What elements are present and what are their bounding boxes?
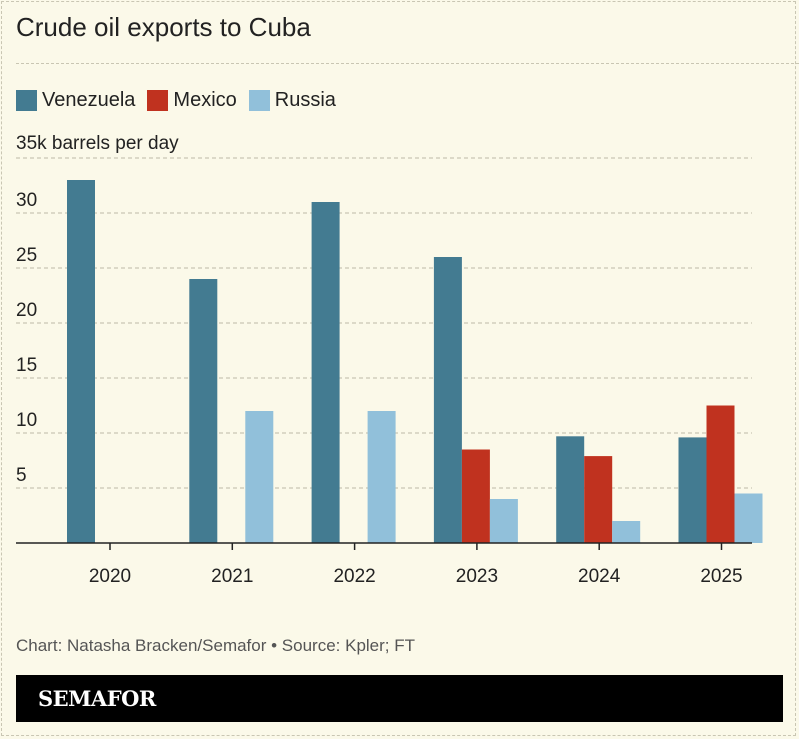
bar-mexico-2024 xyxy=(584,456,613,543)
legend-item-venezuela: Venezuela xyxy=(16,89,135,112)
x-tick-label: 2021 xyxy=(211,566,253,587)
chart-title: Crude oil exports to Cuba xyxy=(16,12,311,42)
x-tick-label: 2025 xyxy=(700,566,742,587)
bar-venezuela-2021 xyxy=(189,279,218,543)
bar-mexico-2025 xyxy=(706,405,735,543)
y-tick-label: 20 xyxy=(16,300,37,321)
y-tick-label: 15 xyxy=(16,355,37,376)
legend-swatch xyxy=(16,90,37,111)
bar-venezuela-2023 xyxy=(433,257,462,543)
brand-logo: SEMAFOR xyxy=(38,686,156,711)
brand-bar: SEMAFOR xyxy=(16,675,783,722)
x-tick-label: 2020 xyxy=(89,566,131,587)
bar-russia-2025 xyxy=(734,493,763,543)
x-tick-label: 2022 xyxy=(333,566,375,587)
divider xyxy=(16,63,799,64)
legend-item-russia: Russia xyxy=(248,89,336,112)
legend: Venezuela Mexico Russia xyxy=(16,89,348,112)
legend-label: Venezuela xyxy=(42,89,136,111)
y-tick-label: 25 xyxy=(16,245,37,266)
bar-russia-2021 xyxy=(245,411,274,543)
legend-label: Russia xyxy=(274,89,336,111)
y-tick-label: 5 xyxy=(16,465,27,486)
bar-venezuela-2025 xyxy=(678,437,707,543)
bar-venezuela-2024 xyxy=(556,436,585,543)
bar-russia-2023 xyxy=(489,499,518,543)
y-axis-label: 35k barrels per day xyxy=(16,133,179,154)
legend-swatch xyxy=(147,90,169,111)
bar-mexico-2023 xyxy=(461,449,490,543)
bar-venezuela-2022 xyxy=(311,202,340,543)
bar-russia-2024 xyxy=(612,521,641,543)
bar-venezuela-2020 xyxy=(67,180,95,543)
x-tick-label: 2024 xyxy=(578,566,621,587)
bar-russia-2022 xyxy=(367,411,396,543)
legend-swatch xyxy=(248,90,270,111)
x-tick-label: 2023 xyxy=(456,566,498,587)
y-tick-label: 30 xyxy=(16,190,37,211)
credit: Chart: Natasha Bracken/Semafor • Source:… xyxy=(16,636,416,655)
y-tick-label: 10 xyxy=(16,410,37,431)
legend-item-mexico: Mexico xyxy=(147,89,237,112)
legend-label: Mexico xyxy=(173,89,237,111)
